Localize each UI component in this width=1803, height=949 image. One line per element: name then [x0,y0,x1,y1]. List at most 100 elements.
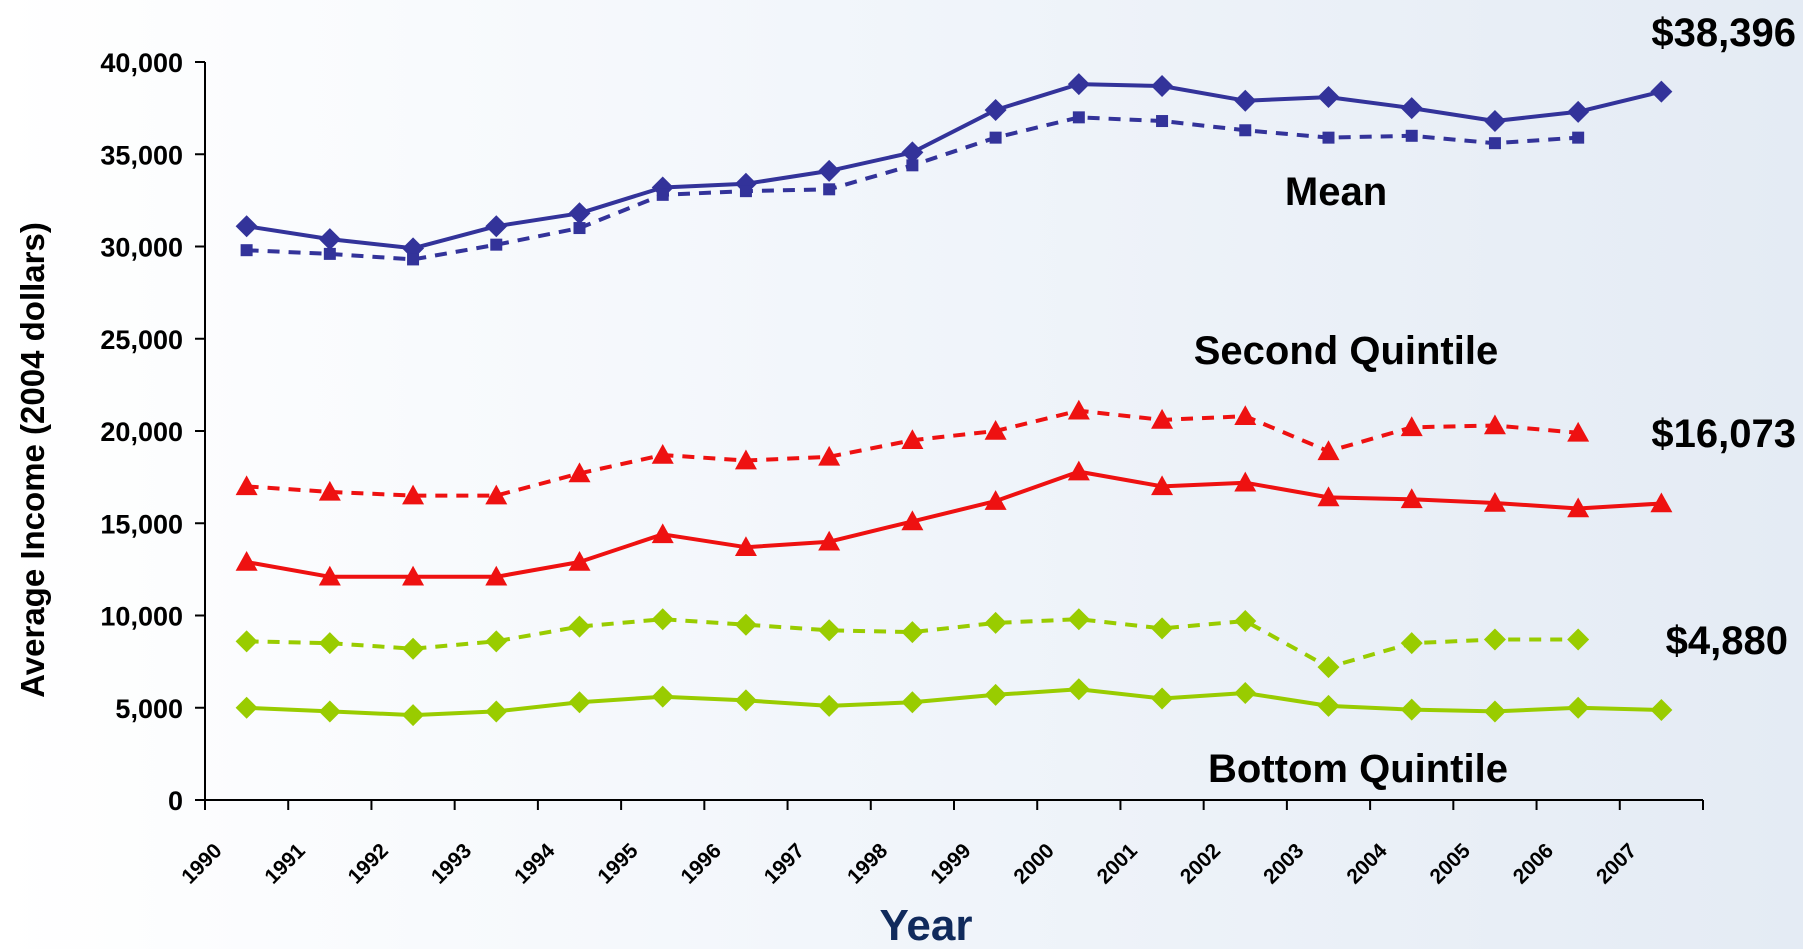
data-point [1650,492,1673,513]
data-point [1650,80,1673,103]
data-point [402,484,425,505]
data-point [906,159,919,172]
data-point [1317,694,1340,717]
data-point [901,691,924,714]
data-point [318,632,341,655]
data-point [734,449,757,470]
data-point [1234,681,1257,704]
y-tick-label: 35,000 [100,140,183,170]
data-point [1067,678,1090,701]
data-point [901,429,924,450]
data-point [1567,497,1590,518]
series-line [246,82,1662,251]
data-point [739,185,752,198]
data-point [235,630,258,653]
data-point [1400,632,1423,655]
data-point [318,228,341,251]
annotation-bottom-quintile: Bottom Quintile [1208,747,1508,791]
data-point [1400,97,1423,120]
data-point [1067,608,1090,631]
x-tick-labels: 1990 1991 1992 1993 1994 1995 1996 1997 1998 1999… [177,800,1704,889]
data-point [734,613,757,636]
end-label-mean: $38,396 [1651,11,1796,55]
data-point [984,490,1007,510]
x-tick-label: 1997 [760,839,809,888]
series-group [235,73,1673,727]
data-point [651,685,674,708]
x-tick-label: 1992 [344,839,393,888]
data-point [1151,74,1174,97]
x-tick-label: 1993 [427,839,476,888]
data-point [573,222,586,235]
data-point [984,98,1007,121]
data-point [1483,628,1506,651]
data-point [1483,110,1506,133]
y-tick-label: 30,000 [100,233,183,263]
x-tick-label: 1999 [926,839,975,888]
x-tick-label: 2006 [1509,839,1558,888]
data-point [1067,399,1090,420]
chart-axes [204,62,1703,801]
data-point [651,608,674,631]
data-point [818,530,841,551]
data-point [485,565,508,586]
series-5 [235,678,1673,727]
data-point [1151,687,1174,710]
y-tick-label: 10,000 [100,602,183,632]
data-point [1483,414,1506,435]
data-point [407,253,420,266]
data-point [1072,111,1085,124]
data-point [656,188,669,201]
data-point [818,619,841,642]
data-point [1567,421,1590,442]
data-point [568,691,591,714]
data-point [1567,100,1590,123]
data-point [818,694,841,717]
data-point [235,475,258,496]
data-point [1400,698,1423,721]
data-point [1317,656,1340,679]
data-point [823,183,836,196]
data-point [1234,89,1257,112]
data-point [1234,610,1257,633]
data-point [1239,124,1252,137]
data-point [235,215,258,238]
x-tick-label: 2007 [1592,839,1641,888]
data-point [568,615,591,638]
data-point [1151,617,1174,640]
x-tick-label: 1991 [260,839,310,889]
data-point [651,523,674,544]
data-point [1567,628,1590,651]
series-0 [235,73,1673,260]
data-point [901,141,924,164]
data-point [1400,488,1423,509]
data-point [818,159,841,182]
y-tick-labels: 0 5,000 10,000 15,000 20,000 25,000 30,000 35,0… [100,48,205,816]
series-2 [235,399,1590,505]
end-label-second-quintile: $16,073 [1651,412,1796,456]
data-point [568,202,591,225]
data-point [1067,460,1090,481]
data-point [1405,129,1418,142]
data-point [485,700,508,723]
series-1 [240,111,1585,266]
data-point [984,420,1007,440]
data-point [1567,696,1590,719]
data-point [402,565,425,586]
data-point [402,704,425,727]
data-point [568,550,591,571]
data-point [1151,408,1174,429]
y-tick-label: 5,000 [115,694,183,724]
data-point [240,244,253,257]
data-point [734,536,757,557]
x-axis-label: Year [880,901,973,949]
data-point [1234,471,1257,492]
data-point [568,462,591,483]
data-point [1067,73,1090,96]
data-point [1151,475,1174,496]
series-4 [235,608,1590,679]
data-point [1317,440,1340,461]
data-point [1572,131,1585,144]
data-point [734,689,757,712]
